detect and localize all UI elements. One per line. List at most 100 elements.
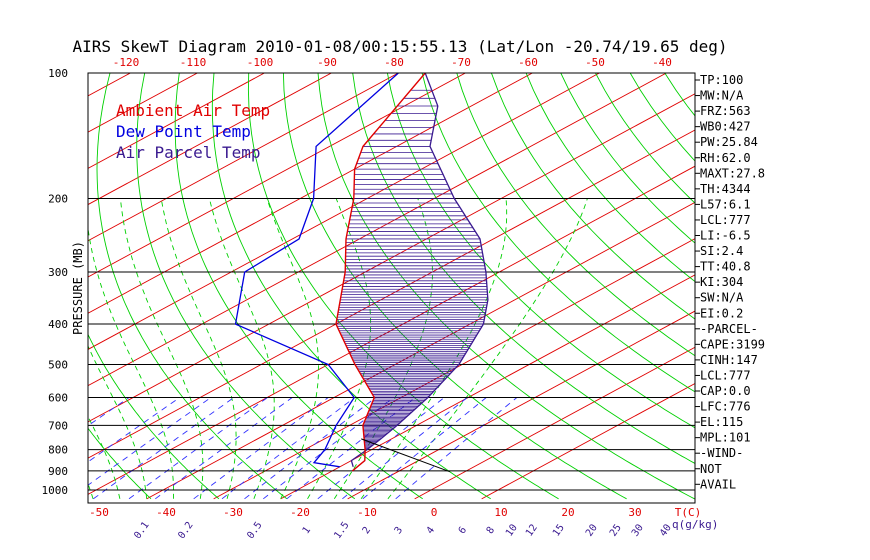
top-tick-label: -110: [180, 56, 207, 69]
pressure-tick-label: 300: [48, 266, 68, 279]
bottom-tick-label: -40: [156, 506, 176, 519]
isotherm-line: [347, 310, 695, 500]
mixing-ratio-label: 10: [504, 522, 520, 538]
top-tick-label: -80: [384, 56, 404, 69]
chart-title: AIRS SkewT Diagram 2010-01-08/00:15:55.1…: [72, 37, 727, 56]
pressure-tick-label: 500: [48, 358, 68, 371]
index-label: MAXT:27.8: [700, 166, 765, 180]
isotherm-line: [146, 201, 695, 500]
dry-adiabat-line: [317, 73, 695, 500]
index-label: FRZ:563: [700, 104, 751, 118]
dry-adiabat-line: [282, 73, 627, 500]
mixing-ratio-label: 15: [551, 522, 567, 538]
mixing-ratio-line: [88, 397, 212, 486]
index-label: NOT: [700, 462, 722, 476]
mixing-ratio-label: 12: [524, 522, 540, 538]
top-tick-label: -120: [113, 56, 140, 69]
index-label: SW:N/A: [700, 291, 744, 305]
legend-entry: Ambient Air Temp: [116, 101, 270, 120]
dry-adiabat-line: [769, 73, 870, 499]
legend: Ambient Air Temp Dew Point Temp Air Parcel…: [116, 101, 270, 162]
grid-layer: [0, 73, 870, 500]
isotherm-line: [213, 238, 695, 500]
mixing-ratio-label: 4: [425, 525, 437, 536]
top-tick-label: -70: [451, 56, 471, 69]
moist-adiabat-line: [0, 199, 40, 499]
index-label: MW:N/A: [700, 89, 744, 103]
bottom-tick-label: 10: [494, 506, 507, 519]
pressure-tick-label: 800: [48, 444, 68, 457]
dry-adiabat-line: [386, 73, 695, 429]
index-label: L57:6.1: [700, 197, 751, 211]
moist-adiabat-line: [119, 198, 204, 499]
wind-marker: [361, 438, 450, 473]
dew-point-temp-line: [234, 73, 399, 468]
dry-adiabat-line: [456, 73, 695, 357]
dry-adiabat-line: [352, 73, 695, 464]
pressure-tick-label: 200: [48, 193, 68, 206]
moist-adiabat-line: [88, 415, 121, 499]
dry-adiabat-line: [88, 427, 152, 500]
isotherm-line: [88, 165, 695, 495]
legend-entry: Air Parcel Temp: [116, 143, 261, 162]
isotherm-line: [88, 73, 265, 169]
bottom-tick-label: -20: [290, 506, 310, 519]
mixing-ratio-line: [263, 397, 394, 500]
index-label: LCL:777: [700, 368, 751, 382]
pressure-tick-label: 600: [48, 391, 68, 404]
index-label: LCL:777: [700, 213, 751, 227]
top-tick-label: -40: [652, 56, 672, 69]
mixing-ratio-label: 6: [457, 525, 469, 536]
dry-adiabat-line: [88, 333, 220, 500]
pressure-tick-label: 100: [48, 67, 68, 80]
mixing-ratio-line: [362, 397, 487, 500]
top-tick-label: -60: [518, 56, 538, 69]
moist-adiabat-line: [387, 198, 588, 500]
mixing-ratio-label: 2: [361, 525, 373, 536]
mixing-ratio-line: [0, 398, 24, 499]
moist-adiabat-line: [88, 344, 148, 499]
ambient-air-temp-line: [335, 73, 426, 472]
mixing-ratio-label: 0.2: [176, 520, 195, 541]
pressure-tick-label: 900: [48, 465, 68, 478]
mixing-ratio-label: 1.5: [332, 520, 351, 541]
isotherm-line: [88, 73, 131, 97]
isotherm-line: [88, 73, 332, 206]
bottom-tick-label: 30: [628, 506, 641, 519]
mixing-ratio-line: [93, 397, 235, 500]
dry-adiabat-line: [247, 73, 559, 500]
top-tick-label: -100: [247, 56, 274, 69]
index-label: CINH:147: [700, 353, 758, 367]
dry-adiabat-line: [174, 73, 423, 500]
index-label: CAP:0.0: [700, 384, 751, 398]
dry-adiabat-line: [804, 73, 870, 499]
index-label: SI:2.4: [700, 244, 743, 258]
mixing-ratio-unit: q(g/kg): [672, 518, 718, 531]
dry-adiabat-line: [421, 73, 695, 393]
isotherm-line: [88, 73, 466, 278]
dry-adiabat-line: [525, 73, 695, 283]
moist-adiabat-line: [0, 199, 13, 499]
mixing-ratio-label: 25: [608, 522, 624, 538]
top-tick-label: -90: [317, 56, 337, 69]
index-label: EL:115: [700, 415, 743, 429]
pressure-tick-label: 700: [48, 419, 68, 432]
index-label: MPL:101: [700, 431, 751, 445]
moist-adiabat-line: [307, 198, 372, 500]
isotherm-line: [88, 73, 533, 314]
mixing-ratio-label: 1: [301, 525, 313, 536]
index-label: TT:40.8: [700, 260, 751, 274]
mixing-ratio-line: [128, 397, 268, 500]
index-label: LFC:776: [700, 400, 751, 414]
top-tick-label: -50: [585, 56, 605, 69]
isotherm-line: [481, 382, 695, 500]
bottom-tick-label: -30: [223, 506, 243, 519]
index-label: KI:304: [700, 275, 743, 289]
dry-adiabat-line: [211, 73, 491, 500]
mixing-ratio-label: 30: [630, 522, 646, 538]
dry-adiabat-line: [0, 73, 15, 499]
isotherm-line: [280, 274, 695, 500]
mixing-ratio-line: [193, 397, 329, 500]
index-label: PW:25.84: [700, 135, 758, 149]
